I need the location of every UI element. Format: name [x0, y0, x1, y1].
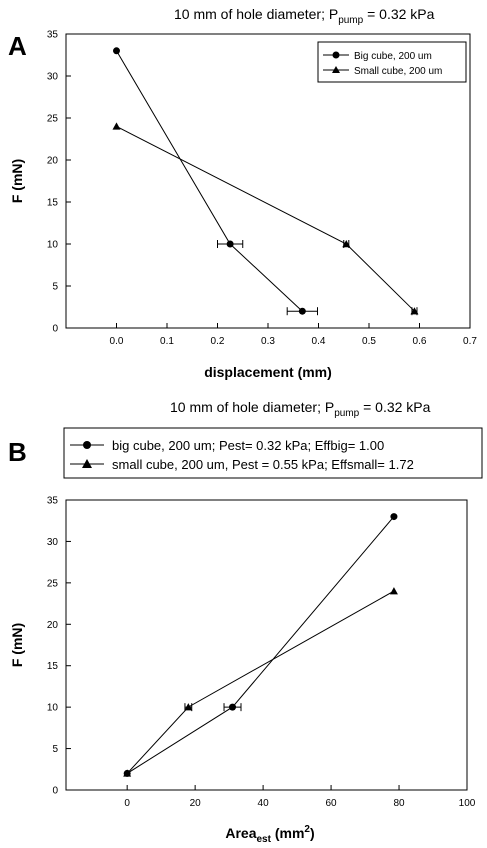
series-line-1 — [116, 50, 303, 312]
x-tick-label: 0.4 — [312, 336, 326, 347]
data-point-triangle — [112, 122, 121, 130]
data-point-triangle — [410, 307, 419, 315]
panel-a-x-axis-label: displacement (mm) — [204, 364, 332, 380]
panel-a-y-axis-label: F (mN) — [9, 159, 25, 203]
panel-a-legend-label-1: Big cube, 200 um — [354, 51, 432, 62]
x-tick-label: 80 — [393, 798, 405, 809]
panel-b-x-axis-label-main: Area — [225, 825, 256, 841]
panel-b-legend-marker-triangle — [82, 459, 92, 468]
panel-b-title-main: 10 mm of hole diameter; P — [170, 399, 334, 415]
panel-b-y-ticks: 0 5 10 15 20 25 30 35 — [47, 496, 71, 797]
panel-a-y-ticks: 0 5 10 15 20 25 30 35 — [47, 30, 71, 335]
x-tick-label: 0.7 — [463, 336, 477, 347]
x-tick-label: 40 — [258, 798, 270, 809]
y-tick-label: 25 — [47, 114, 59, 125]
data-point-circle — [229, 703, 237, 711]
x-tick-label: 0.1 — [160, 336, 174, 347]
data-point-triangle — [123, 769, 132, 777]
panel-b-legend — [63, 427, 483, 479]
panel-b-legend-marker-circle — [83, 441, 91, 449]
panel-a-legend-marker-triangle — [332, 66, 340, 73]
panel-b-title-tail: = 0.32 kPa — [359, 399, 430, 415]
panel-b-title-sub: pump — [334, 408, 359, 419]
panel-b-x-axis-label: Areaest (mm2) — [225, 824, 314, 845]
panel-b-y-axis-label: F (mN) — [9, 623, 25, 667]
panel-a-title-sub: pump — [338, 15, 363, 26]
data-point-circle — [113, 47, 120, 55]
panel-a-title-main: 10 mm of hole diameter; P — [174, 6, 338, 22]
data-point-circle — [390, 513, 398, 521]
y-tick-label: 20 — [47, 156, 59, 167]
panel-b-legend-label-2: small cube, 200 um, Pest = 0.55 kPa; Eff… — [112, 457, 414, 472]
y-tick-label: 15 — [47, 198, 59, 209]
y-tick-label: 35 — [47, 30, 59, 41]
panel-b-legend-label-1: big cube, 200 um; Pest= 0.32 kPa; Effbig… — [112, 438, 384, 453]
y-tick-label: 0 — [52, 324, 58, 335]
data-point-circle — [226, 240, 234, 248]
panel-b-x-axis-label-close: ) — [310, 825, 315, 841]
series-line-1 — [126, 516, 395, 774]
panel-a-legend-label-2: Small cube, 200 um — [354, 66, 442, 77]
x-tick-label: 0.3 — [261, 336, 275, 347]
data-point-triangle — [184, 703, 193, 711]
panel-a-series — [112, 47, 419, 316]
x-tick-label: 20 — [190, 798, 202, 809]
y-tick-label: 5 — [52, 282, 58, 293]
x-tick-label: 0.2 — [211, 336, 225, 347]
y-tick-label: 20 — [47, 620, 59, 631]
y-tick-label: 5 — [52, 744, 58, 755]
y-tick-label: 10 — [47, 703, 59, 714]
panel-a-label: A — [8, 31, 27, 61]
series-line-2 — [126, 590, 395, 774]
y-tick-label: 30 — [47, 72, 59, 83]
x-tick-label: 0.0 — [110, 336, 124, 347]
data-point-circle — [298, 307, 306, 315]
x-tick-label: 60 — [326, 798, 338, 809]
x-tick-label: 0.6 — [413, 336, 427, 347]
panel-a-title: 10 mm of hole diameter; Ppump = 0.32 kPa — [174, 6, 435, 26]
panel-b-label: B — [8, 437, 27, 467]
panel-a-title-tail: = 0.32 kPa — [363, 6, 434, 22]
series-line-2 — [116, 125, 415, 312]
panel-b-x-axis-label-sup: 2 — [304, 824, 310, 835]
panel-a: A 10 mm of hole diameter; Ppump = 0.32 k… — [8, 6, 477, 380]
panel-b-x-ticks: 0 20 40 60 80 100 — [124, 785, 476, 809]
panel-b: 10 mm of hole diameter; Ppump = 0.32 kPa… — [8, 399, 483, 845]
y-tick-label: 30 — [47, 537, 59, 548]
panel-b-x-axis-label-sub: est — [257, 834, 272, 845]
data-point-triangle — [389, 587, 398, 595]
data-point-triangle — [342, 240, 351, 248]
panel-b-plot-frame — [65, 499, 468, 791]
y-tick-label: 35 — [47, 496, 59, 507]
panel-a-legend — [317, 41, 467, 83]
y-tick-label: 25 — [47, 578, 59, 589]
x-tick-label: 0 — [124, 798, 130, 809]
panel-b-series — [123, 513, 398, 777]
panel-a-x-ticks: 0.0 0.1 0.2 0.3 0.4 0.5 0.6 0.7 — [110, 323, 477, 347]
x-tick-label: 100 — [459, 798, 476, 809]
y-tick-label: 0 — [52, 786, 58, 797]
panel-a-legend-marker-circle — [332, 51, 340, 59]
y-tick-label: 15 — [47, 661, 59, 672]
panel-b-x-axis-label-tail: (mm — [271, 825, 304, 841]
y-tick-label: 10 — [47, 240, 59, 251]
x-tick-label: 0.5 — [362, 336, 376, 347]
panel-b-title: 10 mm of hole diameter; Ppump = 0.32 kPa — [170, 399, 431, 419]
